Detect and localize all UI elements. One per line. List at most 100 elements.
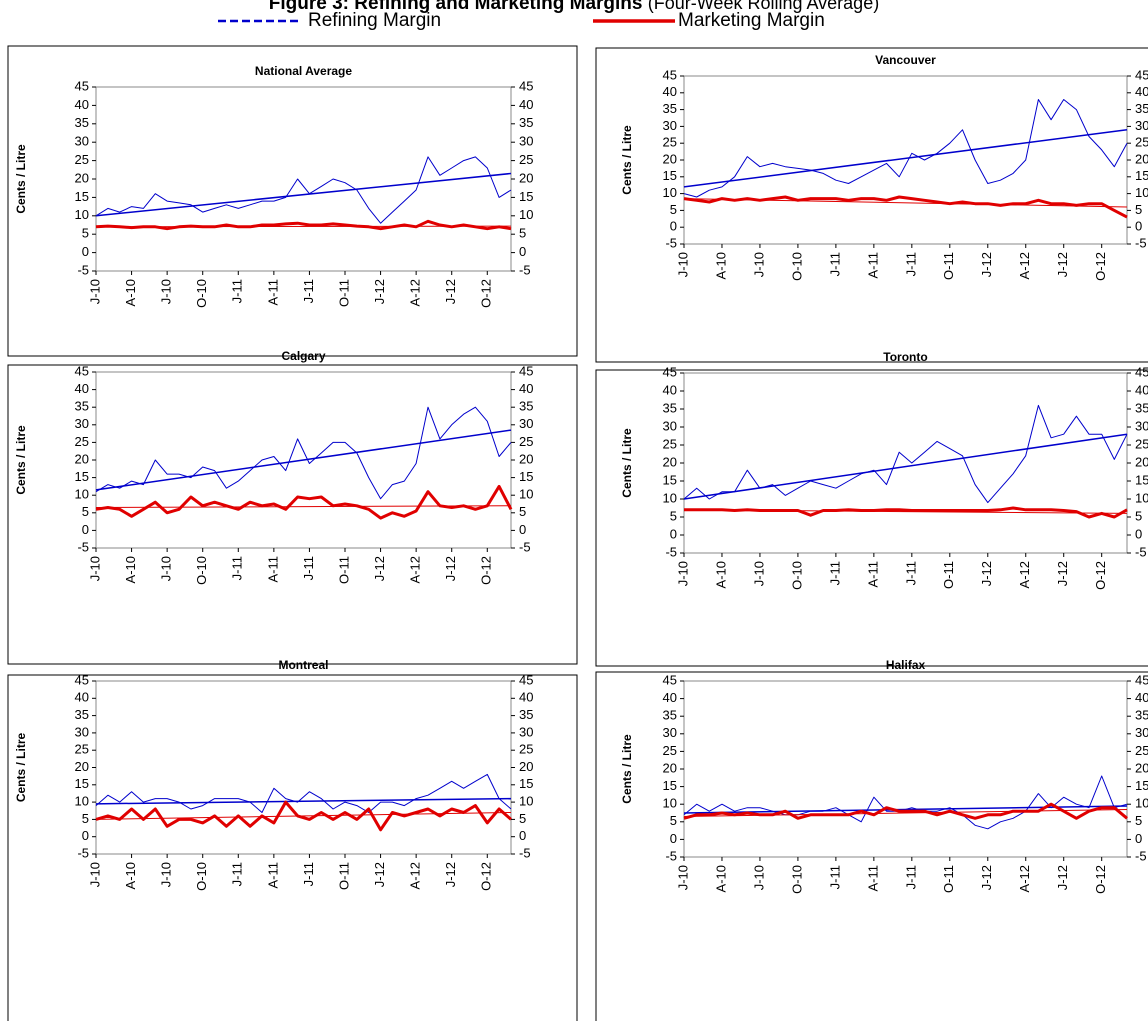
y-tick-label: 20 — [663, 454, 677, 469]
x-tick-label: A-11 — [265, 556, 280, 583]
x-tick-label: J-10 — [159, 556, 174, 581]
trend-line — [683, 129, 1128, 188]
x-tick-label: J-12 — [443, 556, 458, 581]
y2-tick-label: 25 — [1135, 436, 1148, 451]
y-tick-label: 45 — [663, 364, 677, 379]
x-tick-label: J-11 — [903, 561, 918, 585]
x-tick-label: A-11 — [265, 862, 280, 889]
y-tick-label: 45 — [75, 363, 89, 378]
y2-tick-label: 35 — [1135, 400, 1148, 415]
trend-line — [683, 433, 1128, 500]
y-tick-label: 30 — [663, 725, 677, 740]
x-tick-label: O-12 — [479, 279, 494, 308]
x-tick-label: O-10 — [194, 279, 209, 308]
y-tick-label: 5 — [82, 811, 89, 826]
x-tick-label: J-12 — [443, 279, 458, 304]
y2-tick-label: 40 — [519, 381, 533, 396]
y2-tick-label: 0 — [519, 828, 526, 843]
y2-tick-label: 15 — [1135, 778, 1148, 793]
y-tick-label: 20 — [75, 451, 89, 466]
x-tick-label: J-10 — [159, 279, 174, 304]
y-tick-label: 35 — [663, 101, 677, 116]
series-line — [683, 99, 1128, 198]
x-tick-label: J-12 — [443, 862, 458, 887]
x-tick-label: O-12 — [1093, 865, 1108, 894]
y2-tick-label: 0 — [1135, 526, 1142, 541]
chart-panel: Halifax Cents / Litre -5 0 5 10 15 20 25 30 35 40 45… — [595, 658, 1148, 1021]
y2-tick-label: 5 — [519, 226, 526, 241]
x-tick-label: O-11 — [336, 556, 351, 584]
trend-line — [683, 805, 1128, 814]
y-tick-label: 40 — [663, 382, 677, 397]
y-tick-label: 25 — [663, 743, 677, 758]
panel-frame — [595, 671, 1148, 1021]
y-tick-label: 45 — [75, 672, 89, 687]
y2-tick-label: 25 — [519, 434, 533, 449]
y-tick-label: 15 — [663, 168, 677, 183]
x-tick-label: J-11 — [827, 865, 842, 889]
x-tick-label: A-11 — [865, 252, 880, 279]
y2-tick-label: 10 — [519, 207, 533, 222]
x-tick-label: J-10 — [159, 862, 174, 887]
y2-tick-label: 30 — [1135, 418, 1148, 433]
x-tick-label: O-10 — [789, 252, 804, 281]
y2-tick-label: 35 — [1135, 101, 1148, 116]
trend-line — [95, 505, 512, 509]
y2-tick-label: 10 — [519, 794, 533, 809]
y2-tick-label: 0 — [1135, 219, 1142, 234]
series-line — [95, 219, 512, 231]
series-line — [95, 773, 512, 813]
y2-tick-label: 45 — [519, 672, 533, 687]
y2-tick-label: -5 — [519, 539, 531, 554]
y2-tick-label: 45 — [519, 363, 533, 378]
y2-tick-label: 30 — [519, 724, 533, 739]
y2-tick-label: 15 — [519, 469, 533, 484]
y-tick-label: 5 — [82, 226, 89, 241]
y-tick-label: 45 — [75, 78, 89, 93]
trend-line — [95, 811, 512, 820]
x-tick-label: O-12 — [479, 556, 494, 585]
y2-tick-label: 25 — [1135, 743, 1148, 758]
y-tick-label: 40 — [663, 690, 677, 705]
chart-title: Calgary — [281, 349, 325, 363]
y2-tick-label: 40 — [1135, 84, 1148, 99]
x-tick-label: A-12 — [408, 279, 423, 306]
y-tick-label: 40 — [75, 381, 89, 396]
y2-tick-label: 25 — [519, 742, 533, 757]
x-tick-label: O-12 — [1093, 561, 1108, 590]
x-tick-label: J-11 — [301, 862, 316, 886]
y2-tick-label: 5 — [1135, 508, 1142, 523]
y-tick-label: 10 — [663, 490, 677, 505]
y-tick-label: 20 — [75, 170, 89, 185]
x-tick-label: J-12 — [1055, 865, 1070, 890]
y2-tick-label: 30 — [1135, 118, 1148, 133]
series-line — [683, 404, 1128, 504]
chart-panel: Toronto Cents / Litre -5 0 5 10 15 20 25 30 35 40 45… — [595, 350, 1148, 667]
y2-tick-label: 30 — [1135, 725, 1148, 740]
y-tick-label: 10 — [75, 487, 89, 502]
x-tick-label: J-11 — [827, 252, 842, 276]
x-tick-label: A-10 — [713, 252, 728, 279]
y2-tick-label: 25 — [519, 152, 533, 167]
y2-tick-label: -5 — [1135, 235, 1147, 250]
y-tick-label: 30 — [75, 134, 89, 149]
series-line — [95, 406, 512, 500]
y2-tick-label: 35 — [1135, 708, 1148, 723]
y2-tick-label: 10 — [1135, 796, 1148, 811]
x-tick-label: J-11 — [301, 279, 316, 303]
y2-tick-label: 35 — [519, 399, 533, 414]
y2-tick-label: 35 — [519, 707, 533, 722]
x-tick-label: J-11 — [903, 865, 918, 889]
x-tick-label: A-10 — [123, 279, 138, 306]
y2-tick-label: 10 — [519, 487, 533, 502]
y-tick-label: 30 — [75, 416, 89, 431]
y2-tick-label: -5 — [1135, 544, 1147, 559]
y2-tick-label: 20 — [519, 759, 533, 774]
y-axis-label: Cents / Litre — [14, 733, 28, 803]
y2-tick-label: 10 — [1135, 185, 1148, 200]
y2-tick-label: -5 — [519, 845, 531, 860]
series-line — [683, 802, 1128, 820]
x-tick-label: J-10 — [87, 556, 102, 581]
x-tick-label: O-12 — [479, 862, 494, 891]
